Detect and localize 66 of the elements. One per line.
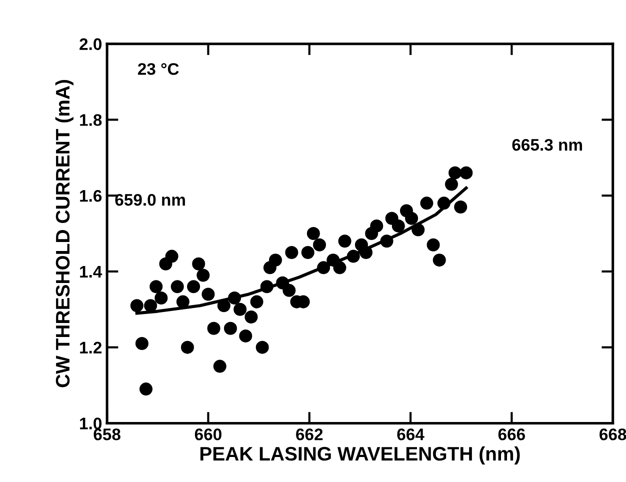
x-tick-label: 662 bbox=[296, 428, 323, 440]
point bbox=[213, 360, 226, 373]
point bbox=[202, 288, 215, 301]
point bbox=[432, 254, 446, 267]
x-tick-label: 668 bbox=[600, 428, 626, 440]
x-tick-label: 666 bbox=[498, 428, 525, 440]
x-tick-label: 658 bbox=[94, 428, 120, 440]
x-tick-label: 660 bbox=[194, 428, 222, 440]
point bbox=[192, 257, 206, 270]
point bbox=[154, 292, 168, 305]
point bbox=[317, 261, 330, 274]
annotation: 23 °C bbox=[138, 63, 179, 75]
point bbox=[338, 234, 352, 248]
point bbox=[234, 302, 247, 316]
point bbox=[224, 322, 237, 335]
point bbox=[144, 299, 158, 312]
point bbox=[360, 246, 373, 259]
annotation: 665.3 nm bbox=[512, 138, 582, 151]
point bbox=[444, 178, 458, 191]
point bbox=[176, 295, 190, 308]
point bbox=[306, 227, 320, 240]
point bbox=[170, 280, 184, 294]
point bbox=[420, 196, 434, 210]
y-tick-label: 1.6 bbox=[80, 190, 102, 202]
point bbox=[130, 299, 144, 312]
point bbox=[437, 196, 450, 210]
point bbox=[150, 280, 163, 294]
point bbox=[346, 250, 360, 263]
point bbox=[228, 292, 242, 305]
point bbox=[165, 250, 178, 263]
point bbox=[207, 322, 220, 335]
y-axis-title: CW THRESHOLD CURRENT (mA) bbox=[55, 80, 74, 388]
point bbox=[333, 261, 346, 274]
point bbox=[285, 246, 298, 259]
point bbox=[405, 212, 418, 225]
point bbox=[180, 340, 194, 354]
point bbox=[460, 166, 473, 180]
point bbox=[256, 340, 269, 354]
point bbox=[312, 238, 326, 252]
point bbox=[260, 280, 274, 294]
point bbox=[244, 310, 258, 324]
point bbox=[139, 382, 152, 396]
point bbox=[370, 219, 384, 232]
x-tick-label: 664 bbox=[397, 428, 424, 440]
point bbox=[135, 337, 148, 350]
point bbox=[196, 268, 210, 282]
point bbox=[454, 200, 468, 214]
point bbox=[380, 234, 394, 248]
point bbox=[217, 299, 230, 312]
point bbox=[426, 238, 440, 252]
y-tick-label: 1.8 bbox=[80, 114, 102, 126]
point bbox=[268, 254, 282, 267]
point bbox=[282, 284, 296, 297]
point bbox=[392, 219, 405, 232]
y-tick-label: 1.4 bbox=[80, 266, 102, 278]
point bbox=[412, 223, 425, 236]
point bbox=[239, 329, 252, 342]
y-tick-label: 1.0 bbox=[80, 418, 102, 430]
y-tick-label: 1.2 bbox=[80, 342, 102, 354]
point bbox=[301, 246, 314, 259]
point bbox=[187, 280, 200, 294]
point bbox=[448, 166, 462, 180]
x-axis-title: PEAK LASING WAVELENGTH (nm) bbox=[200, 446, 520, 464]
annotation: 659.0 nm bbox=[115, 194, 185, 206]
y-tick-label: 2.0 bbox=[80, 38, 102, 50]
point bbox=[250, 295, 264, 308]
